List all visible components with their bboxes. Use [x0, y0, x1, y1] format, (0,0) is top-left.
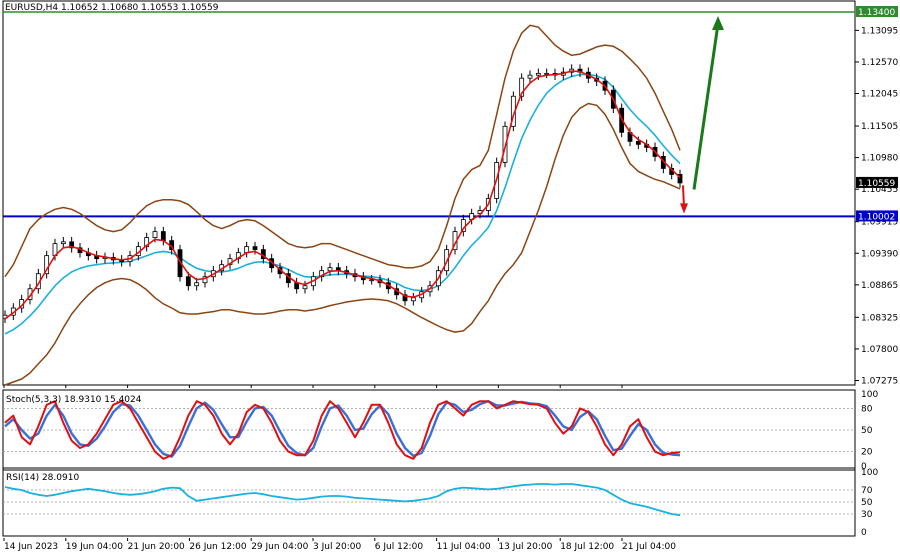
price-y-tick-label: 1.10980	[861, 154, 898, 164]
price-y-tick-label: 1.12570	[861, 58, 898, 68]
current-price-tag	[856, 176, 898, 188]
candle-body	[69, 241, 75, 249]
rsi-y-tick-label: 30	[861, 510, 873, 520]
candle-body	[144, 237, 150, 248]
price-y-tick-label: 1.11505	[861, 122, 898, 132]
price-y-tick-label: 1.08865	[861, 281, 898, 291]
candle-body	[635, 140, 641, 145]
stoch-y-tick-label: 50	[861, 426, 873, 436]
ma-slow-line	[4, 73, 681, 335]
rsi-line	[4, 483, 681, 517]
rsi-y-tick-label: 100	[861, 468, 878, 478]
price-y-tick-label: 1.12045	[861, 90, 898, 100]
x-tick-label: 6 Jul 12:00	[375, 542, 424, 552]
stoch-y-tick-label: 80	[861, 404, 873, 414]
candle-body	[327, 267, 333, 272]
stoch-main-line	[4, 400, 681, 460]
arrow-up-shaft	[692, 23, 720, 190]
candle-body	[252, 246, 258, 251]
arrow-down-head	[680, 203, 688, 214]
x-tick-label: 21 Jun 20:00	[128, 542, 185, 552]
rsi-y-tick-label: 70	[861, 486, 873, 496]
candle-body	[677, 174, 683, 184]
rsi-label: RSI(14) 28.0910	[6, 473, 80, 483]
price-y-tick-label: 1.07800	[861, 345, 898, 355]
x-tick-label: 13 Jul 20:00	[498, 542, 552, 552]
stoch-y-tick-label: 20	[861, 448, 873, 458]
symbol-info: EURUSD,H4 1.10652 1.10680 1.10553 1.1055…	[5, 3, 219, 13]
candle-body	[544, 72, 550, 75]
candle-body	[160, 231, 166, 242]
price-y-tick-label: 1.10455	[861, 185, 898, 195]
x-tick-label: 14 Jun 2023	[4, 542, 58, 552]
resistance-price-tag	[856, 6, 898, 18]
current-price-label: 1.10559	[858, 179, 895, 189]
x-tick-label: 11 Jul 04:00	[437, 542, 491, 552]
stoch-y-tick-label: 0	[861, 462, 867, 472]
bollinger-upper-line	[4, 24, 681, 278]
x-tick-label: 29 Jun 04:00	[251, 542, 308, 552]
price-y-tick-label: 1.07275	[861, 376, 898, 386]
price-y-tick-label: 1.09915	[861, 218, 898, 228]
arrow-up-head	[712, 16, 724, 30]
support-price-tag	[856, 210, 898, 222]
bollinger-lower-line	[4, 102, 681, 386]
candle-body	[302, 285, 308, 290]
price-y-tick-label: 1.08325	[861, 313, 898, 323]
x-tick-label: 21 Jul 04:00	[622, 542, 676, 552]
price-panel-frame	[2, 0, 856, 386]
x-tick-label: 26 Jun 12:00	[189, 542, 246, 552]
stoch-y-tick-label: 100	[861, 390, 878, 400]
candle-body	[177, 249, 183, 278]
candle-body	[202, 276, 208, 284]
stochastic-label: Stoch(5,3,3) 18.9310 15.4024	[6, 395, 142, 405]
candle-body	[185, 276, 191, 287]
candle-body	[527, 74, 533, 79]
support-price-label: 1.10002	[858, 212, 895, 222]
ma-fast-line	[4, 70, 681, 320]
rsi-y-tick-label: 0	[861, 528, 867, 538]
stoch-signal-line	[4, 400, 681, 458]
rsi-y-tick-label: 50	[861, 498, 873, 508]
candle-body	[60, 241, 66, 245]
resistance-price-label: 1.13400	[858, 8, 895, 18]
price-y-tick-label: 1.09390	[861, 249, 898, 259]
x-tick-label: 18 Jul 12:00	[560, 542, 614, 552]
candle-body	[402, 294, 408, 302]
price-y-tick-label: 1.13095	[861, 26, 898, 36]
candle-body	[369, 279, 375, 282]
candle-body	[152, 231, 158, 239]
candle-body	[194, 282, 200, 287]
candle-body	[410, 297, 416, 302]
x-tick-label: 3 Jul 20:00	[313, 542, 362, 552]
candle-body	[519, 77, 525, 97]
candle-body	[535, 72, 541, 76]
x-tick-label: 19 Jun 04:00	[66, 542, 123, 552]
